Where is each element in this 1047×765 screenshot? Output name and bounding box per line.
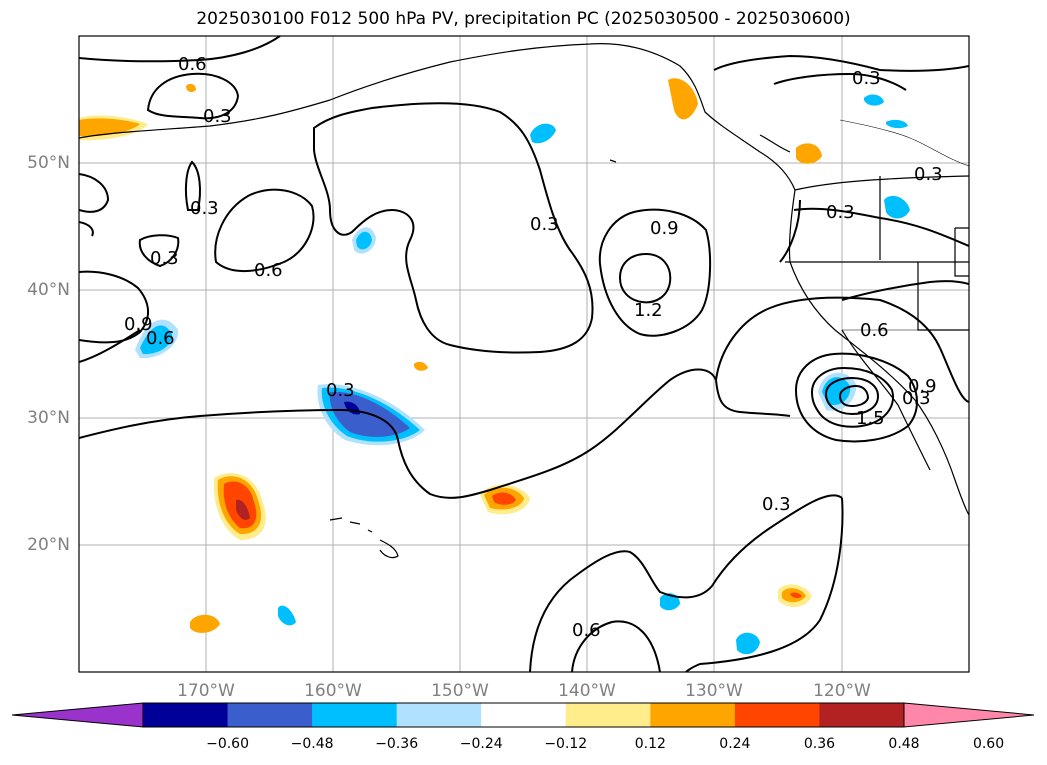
lon-label-160w: 160°W — [304, 681, 362, 701]
contour-label: 0.6 — [254, 260, 283, 281]
contour-label: 0.9 — [124, 314, 153, 335]
contour-label: 0.3 — [190, 198, 219, 219]
colorbar-tick-label: −0.12 — [544, 736, 588, 752]
contour-label: 0.6 — [146, 328, 175, 349]
contour-label: 0.3 — [852, 68, 881, 89]
colorbar-tick-label: −0.60 — [206, 736, 249, 752]
colorbar-tick-label: −0.48 — [290, 736, 334, 752]
colorbar-tick-label: −0.36 — [375, 736, 419, 752]
colorbar-extend-high — [903, 702, 1035, 728]
contour-label: 0.3 — [150, 248, 179, 269]
contour-label: 0.3 — [326, 380, 355, 401]
colorbar-segment — [396, 703, 482, 727]
precip-negative-small — [278, 94, 910, 655]
colorbar-segment — [565, 703, 651, 727]
colorbar-extend-low — [11, 702, 144, 728]
lat-label-40n: 40°N — [27, 280, 70, 300]
colorbar-segment — [650, 703, 736, 727]
lat-label-30n: 30°N — [27, 408, 70, 428]
lon-label-140w: 140°W — [558, 681, 616, 701]
pv-contours — [79, 36, 969, 672]
colorbar-tick-label: 0.24 — [719, 736, 751, 752]
map-plot: 0.6 0.3 0.3 0.3 0.6 0.9 0.6 0.3 0.9 1.2 … — [78, 35, 970, 673]
colorbar-segment — [734, 703, 820, 727]
colorbar-segment — [819, 703, 905, 727]
precip-positive-blobs — [79, 78, 822, 633]
contour-label: 0.3 — [902, 388, 931, 409]
colorbar-frame — [142, 702, 905, 728]
contour-label: 0.6 — [178, 54, 207, 75]
colorbar-tick-label: 0.12 — [634, 736, 666, 752]
colorbar-segment — [227, 703, 313, 727]
contour-label: 0.3 — [762, 494, 791, 515]
map-title: 2025030100 F012 500 hPa PV, precipitatio… — [196, 9, 851, 29]
colorbar-segment — [481, 703, 567, 727]
contour-label: 1.5 — [856, 408, 885, 429]
contour-label: 1.2 — [634, 300, 663, 321]
contour-label: 0.3 — [914, 164, 943, 185]
colorbar-segment — [143, 703, 229, 727]
contour-label: 0.6 — [572, 620, 601, 641]
contour-label: 0.3 — [203, 106, 232, 127]
colorbar-tick-label: −0.24 — [459, 736, 503, 752]
colorbar-tick-label: 0.48 — [888, 736, 920, 752]
colorbar-tick-label: 0.60 — [972, 736, 1005, 752]
colorbar-segments — [11, 702, 1035, 728]
lon-label-120w: 120°W — [813, 681, 871, 701]
lon-label-170w: 170°W — [177, 681, 235, 701]
contour-label: 0.3 — [826, 202, 855, 223]
lon-label-130w: 130°W — [685, 681, 743, 701]
contour-labels: 0.6 0.3 0.3 0.3 0.6 0.9 0.6 0.3 0.9 1.2 … — [124, 54, 943, 641]
contour-label: 0.6 — [860, 320, 889, 341]
contour-label: 0.3 — [530, 214, 559, 235]
precip-negative-west — [135, 319, 179, 359]
state-borders — [839, 119, 969, 331]
colorbar-tick-label: 0.36 — [803, 736, 836, 752]
map-frame — [78, 35, 970, 673]
contour-label: 0.9 — [908, 376, 937, 397]
lat-label-20n: 20°N — [27, 535, 70, 555]
contour-label: 0.9 — [650, 218, 679, 239]
colorbar-segment — [312, 703, 398, 727]
lat-label-50n: 50°N — [27, 153, 70, 173]
lon-label-150w: 150°W — [431, 681, 489, 701]
